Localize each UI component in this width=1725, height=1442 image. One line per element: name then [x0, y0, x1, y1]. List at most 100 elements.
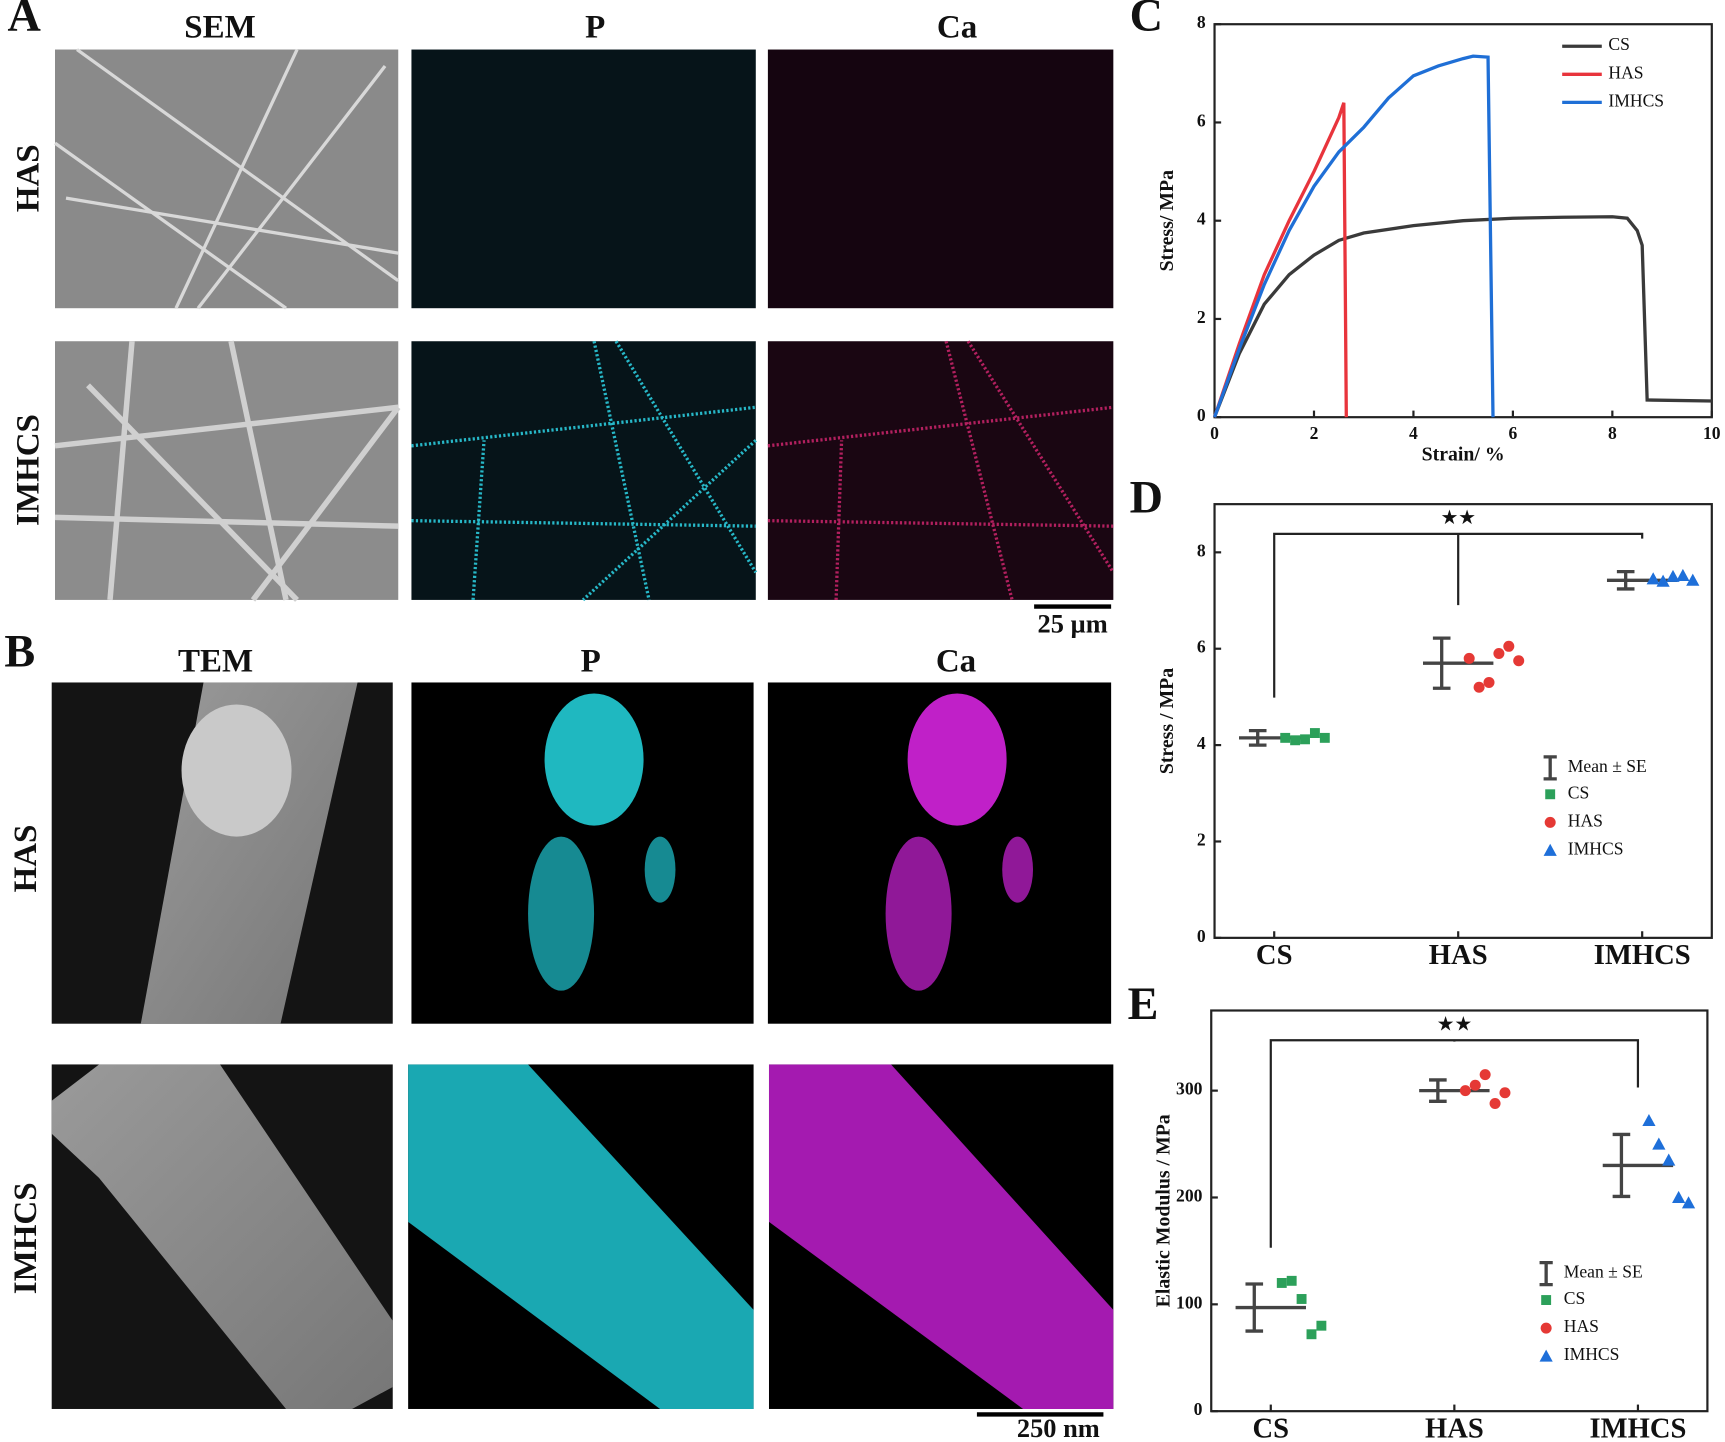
- series-line: [1212, 102, 1348, 418]
- point: [1319, 732, 1330, 743]
- point: [1544, 816, 1556, 828]
- row-label: IMHCS: [8, 1182, 44, 1294]
- y-tick-label: 0: [1194, 1399, 1203, 1419]
- row-label: HAS: [10, 144, 46, 212]
- panel-label: C: [1130, 0, 1163, 40]
- eds-p-imhcs: [411, 340, 758, 602]
- legend-label: IMHCS: [1608, 90, 1664, 110]
- y-tick-label: 200: [1176, 1186, 1203, 1206]
- point: [1543, 843, 1557, 856]
- panel-label: B: [4, 626, 35, 677]
- point: [1686, 573, 1700, 586]
- eds-ca-imhcs: [768, 1064, 1114, 1409]
- y-tick-label: 6: [1197, 637, 1206, 657]
- point: [1646, 572, 1660, 585]
- plot-frame: [1210, 1009, 1709, 1413]
- legend-label: IMHCS: [1568, 838, 1624, 858]
- eds-p-has: [411, 49, 756, 309]
- legend-label: HAS: [1608, 62, 1643, 82]
- x-tick-label: 4: [1409, 423, 1418, 443]
- point: [1540, 1322, 1552, 1334]
- x-tick-label: HAS: [1429, 940, 1488, 971]
- y-axis-label: Stress / MPa: [1156, 668, 1178, 774]
- y-tick-label: 6: [1197, 110, 1206, 130]
- point: [1681, 1196, 1696, 1209]
- significance-bracket: [1273, 532, 1644, 698]
- row-label: HAS: [8, 825, 44, 893]
- y-tick-label: 4: [1197, 733, 1206, 753]
- legend-label: Mean ± SE: [1568, 756, 1647, 776]
- point: [1286, 1275, 1297, 1286]
- point: [1541, 1295, 1552, 1305]
- legend-label: HAS: [1568, 810, 1603, 830]
- x-tick-label: HAS: [1425, 1414, 1484, 1442]
- column-header: TEM: [178, 643, 253, 679]
- legend-label: CS: [1564, 1288, 1586, 1308]
- point: [1483, 676, 1495, 688]
- y-tick-label: 0: [1197, 926, 1206, 946]
- point: [1290, 735, 1301, 746]
- x-tick-label: CS: [1256, 940, 1293, 971]
- column-header: Ca: [937, 9, 977, 45]
- x-tick-label: 0: [1210, 423, 1219, 443]
- eds-ca-has: [767, 49, 1114, 309]
- y-tick-label: 0: [1197, 405, 1206, 425]
- eds-ca-has: [767, 682, 1112, 1024]
- panel-label: E: [1128, 978, 1159, 1029]
- series-line: [1213, 215, 1712, 418]
- column-header: P: [581, 643, 601, 679]
- plot-frame: [1213, 503, 1713, 939]
- point: [1499, 1087, 1511, 1099]
- point: [1666, 569, 1680, 582]
- point: [1545, 789, 1556, 800]
- point: [1300, 734, 1310, 745]
- column-header: P: [585, 9, 605, 45]
- point: [1642, 1113, 1656, 1127]
- point: [1479, 1069, 1491, 1081]
- point: [1656, 574, 1670, 587]
- y-tick-label: 100: [1176, 1292, 1203, 1312]
- column-header: SEM: [184, 9, 255, 45]
- panel-label: D: [1130, 472, 1163, 523]
- significance-label: ★★: [1440, 507, 1475, 529]
- sem-has: [54, 48, 400, 310]
- point: [1463, 652, 1475, 664]
- point: [1459, 1085, 1471, 1097]
- y-axis-label: Stress/ MPa: [1156, 170, 1178, 271]
- point: [1489, 1097, 1501, 1109]
- legend-swatch: [1539, 1260, 1553, 1287]
- significance-bracket: [1269, 1039, 1640, 1248]
- y-tick-label: 8: [1197, 540, 1206, 560]
- series-line: [1212, 54, 1495, 418]
- point: [1306, 1329, 1317, 1340]
- point: [1296, 1294, 1307, 1304]
- point: [1309, 728, 1320, 739]
- legend-swatch: [1543, 755, 1557, 781]
- scale-bar-label: 25 µm: [1038, 608, 1108, 638]
- significance-label: ★★: [1437, 1013, 1472, 1035]
- point: [1652, 1137, 1666, 1150]
- panel-label: A: [8, 0, 42, 40]
- y-tick-label: 2: [1197, 830, 1206, 850]
- y-tick-label: 2: [1197, 307, 1206, 327]
- legend-label: Mean ± SE: [1564, 1262, 1643, 1282]
- tem-imhcs: [51, 1064, 393, 1409]
- x-tick-label: 2: [1310, 423, 1319, 443]
- point: [1672, 1190, 1686, 1203]
- x-tick-label: IMHCS: [1589, 1414, 1686, 1442]
- x-tick-label: 8: [1608, 423, 1617, 443]
- legend-label: CS: [1608, 34, 1630, 54]
- point: [1473, 681, 1485, 693]
- legend-label: HAS: [1564, 1316, 1599, 1336]
- x-tick-label: IMHCS: [1594, 940, 1691, 971]
- x-axis-label: Strain/ %: [1422, 443, 1505, 465]
- y-axis-label: Elastic Modulus / MPa: [1153, 1114, 1175, 1307]
- row-label: IMHCS: [10, 414, 46, 526]
- y-tick-label: 300: [1176, 1079, 1203, 1099]
- point: [1676, 568, 1690, 581]
- point: [1493, 648, 1505, 660]
- legend-label: CS: [1568, 782, 1590, 802]
- point: [1469, 1079, 1481, 1091]
- y-tick-label: 8: [1197, 12, 1206, 32]
- point: [1280, 732, 1291, 743]
